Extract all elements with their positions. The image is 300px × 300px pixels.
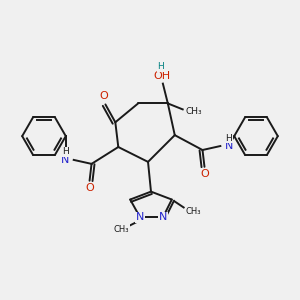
Text: N: N <box>136 212 144 222</box>
Text: O: O <box>200 169 209 179</box>
Text: O: O <box>85 183 94 193</box>
Text: H: H <box>158 62 164 71</box>
Text: CH₃: CH₃ <box>113 225 129 234</box>
Text: N: N <box>60 155 69 165</box>
Text: N: N <box>225 141 234 151</box>
Text: CH₃: CH₃ <box>186 207 201 216</box>
Text: CH₃: CH₃ <box>185 107 202 116</box>
Text: OH: OH <box>153 71 170 81</box>
Text: N: N <box>159 212 167 222</box>
Text: H: H <box>62 148 69 157</box>
Text: H: H <box>225 134 232 142</box>
Text: O: O <box>99 91 108 100</box>
